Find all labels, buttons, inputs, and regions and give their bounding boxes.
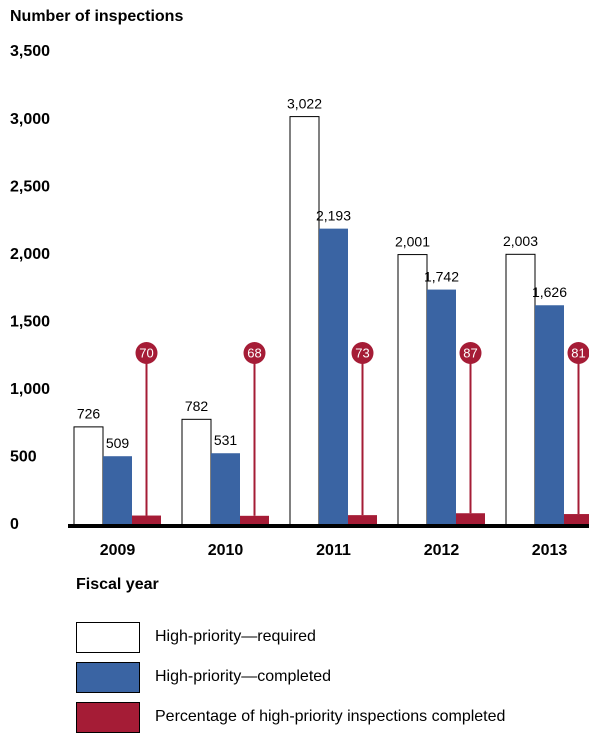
bar xyxy=(348,515,377,525)
legend-swatch xyxy=(76,702,140,733)
data-label: 531 xyxy=(214,432,238,448)
data-label: 73 xyxy=(355,345,369,360)
legend-label: Percentage of high-priority inspections … xyxy=(155,708,505,725)
bar xyxy=(505,253,536,526)
y-tick-label: 3,500 xyxy=(10,43,50,60)
x-tick-label: 2013 xyxy=(532,542,568,559)
bar xyxy=(535,305,564,525)
data-label: 1,626 xyxy=(532,284,567,300)
label-circle xyxy=(459,342,482,364)
data-label: 70 xyxy=(139,345,153,360)
y-tick-label: 3,000 xyxy=(10,111,50,128)
bar xyxy=(211,453,240,525)
y-tick-label: 2,500 xyxy=(10,178,50,195)
y-tick-label: 2,000 xyxy=(10,246,50,263)
legend-swatch xyxy=(76,662,140,693)
label-circle xyxy=(243,342,266,364)
bar xyxy=(564,514,589,525)
data-label: 87 xyxy=(463,345,477,360)
x-tick-label: 2012 xyxy=(424,542,460,559)
bar xyxy=(427,289,456,525)
data-label: 81 xyxy=(571,345,585,360)
data-label: 782 xyxy=(185,398,209,414)
bar xyxy=(73,426,104,526)
bar xyxy=(132,515,161,525)
y-tick-label: 1,500 xyxy=(10,314,50,331)
x-tick-label: 2010 xyxy=(208,542,244,559)
label-circle xyxy=(351,342,374,364)
bar xyxy=(319,228,348,525)
data-label: 2,193 xyxy=(316,207,351,223)
label-circle xyxy=(135,342,158,364)
bar xyxy=(456,513,485,525)
y-tick-label: 0 xyxy=(10,516,19,533)
bar xyxy=(181,418,212,526)
data-label: 68 xyxy=(247,345,261,360)
data-label: 3,022 xyxy=(287,95,322,111)
y-axis-title: Number of inspections xyxy=(10,8,183,25)
bar xyxy=(289,116,320,526)
bar xyxy=(240,515,269,525)
data-label: 509 xyxy=(106,435,130,451)
label-circle xyxy=(567,342,589,364)
data-label: 1,742 xyxy=(424,268,459,284)
x-tick-label: 2009 xyxy=(100,542,136,559)
y-tick-label: 1,000 xyxy=(10,381,50,398)
data-label: 2,001 xyxy=(395,233,430,249)
legend-label: High-priority—completed xyxy=(155,668,331,685)
legend-swatch xyxy=(76,622,140,653)
bar xyxy=(103,456,132,525)
data-label: 726 xyxy=(77,406,101,422)
bar xyxy=(397,254,428,526)
legend-label: High-priority—required xyxy=(155,628,316,645)
x-axis-title: Fiscal year xyxy=(76,576,159,593)
y-tick-label: 500 xyxy=(10,449,37,466)
x-tick-label: 2011 xyxy=(316,542,351,559)
data-label: 2,003 xyxy=(503,233,538,249)
